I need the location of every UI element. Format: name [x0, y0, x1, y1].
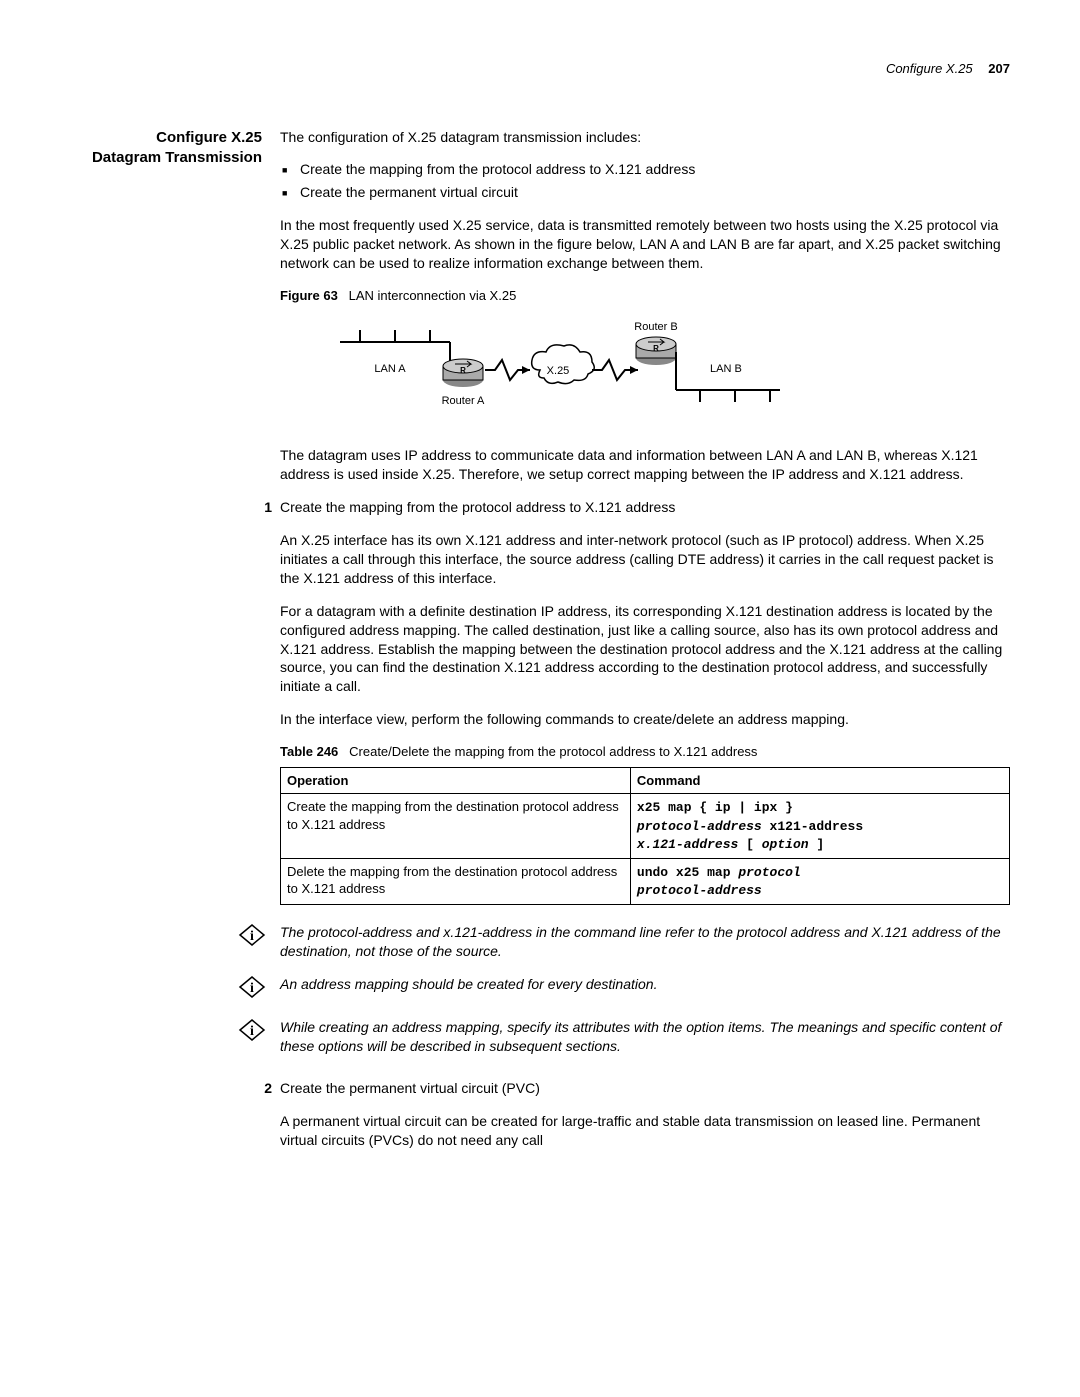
- figure-caption: Figure 63 LAN interconnection via X.25: [280, 287, 1010, 305]
- fig-label-routera: Router A: [442, 395, 485, 407]
- body-para: An X.25 interface has its own X.121 addr…: [280, 531, 1010, 588]
- table-cell-command: undo x25 map protocolprotocol-address: [630, 858, 1009, 904]
- svg-text:i: i: [250, 929, 254, 944]
- svg-text:R: R: [460, 366, 466, 375]
- step-title: Create the permanent virtual circuit (PV…: [280, 1079, 1010, 1098]
- svg-text:i: i: [250, 1024, 254, 1039]
- page-header: Configure X.25 207: [70, 60, 1010, 78]
- info-icon: i: [238, 975, 272, 1004]
- main-content: The configuration of X.25 datagram trans…: [280, 128, 1010, 1165]
- intro-bullets: Create the mapping from the protocol add…: [280, 160, 1010, 202]
- section-title: Configure X.25 Datagram Transmission: [70, 128, 262, 169]
- fig-label-lana: LAN A: [374, 363, 406, 375]
- step-number: 2: [250, 1079, 280, 1150]
- intro-para: The configuration of X.25 datagram trans…: [280, 128, 1010, 147]
- table-header: Operation: [281, 767, 631, 794]
- body-para: For a datagram with a definite destinati…: [280, 602, 1010, 696]
- step-title: Create the mapping from the protocol add…: [280, 498, 1010, 517]
- table-cell-command: x25 map { ip | ipx }protocol-address x12…: [630, 794, 1009, 859]
- info-icon: i: [238, 1018, 272, 1056]
- fig-label-lanb: LAN B: [710, 363, 742, 375]
- fig-label-cloud: X.25: [547, 365, 570, 377]
- table-246: Operation Command Create the mapping fro…: [280, 767, 1010, 905]
- body-para: The datagram uses IP address to communic…: [280, 446, 1010, 484]
- info-icon: i: [238, 923, 272, 961]
- fig-label-routerb: Router B: [634, 321, 677, 333]
- header-title: Configure X.25: [886, 61, 973, 76]
- body-para: A permanent virtual circuit can be creat…: [280, 1112, 1010, 1150]
- table-caption: Table 246 Create/Delete the mapping from…: [280, 743, 1010, 761]
- svg-text:i: i: [250, 981, 254, 996]
- note-text: The protocol-address and x.121-address i…: [280, 923, 1010, 961]
- page-number: 207: [988, 61, 1010, 76]
- body-para: In the interface view, perform the follo…: [280, 710, 1010, 729]
- note-text: An address mapping should be created for…: [280, 975, 1010, 1004]
- bullet-item: Create the permanent virtual circuit: [300, 183, 1010, 202]
- table-cell-operation: Delete the mapping from the destination …: [281, 858, 631, 904]
- body-para: In the most frequently used X.25 service…: [280, 216, 1010, 273]
- figure-63: LAN A R Router A X.25: [280, 312, 1010, 432]
- svg-text:R: R: [653, 344, 659, 353]
- table-cell-operation: Create the mapping from the destination …: [281, 794, 631, 859]
- bullet-item: Create the mapping from the protocol add…: [300, 160, 1010, 179]
- table-header: Command: [630, 767, 1009, 794]
- note-text: While creating an address mapping, speci…: [280, 1018, 1010, 1056]
